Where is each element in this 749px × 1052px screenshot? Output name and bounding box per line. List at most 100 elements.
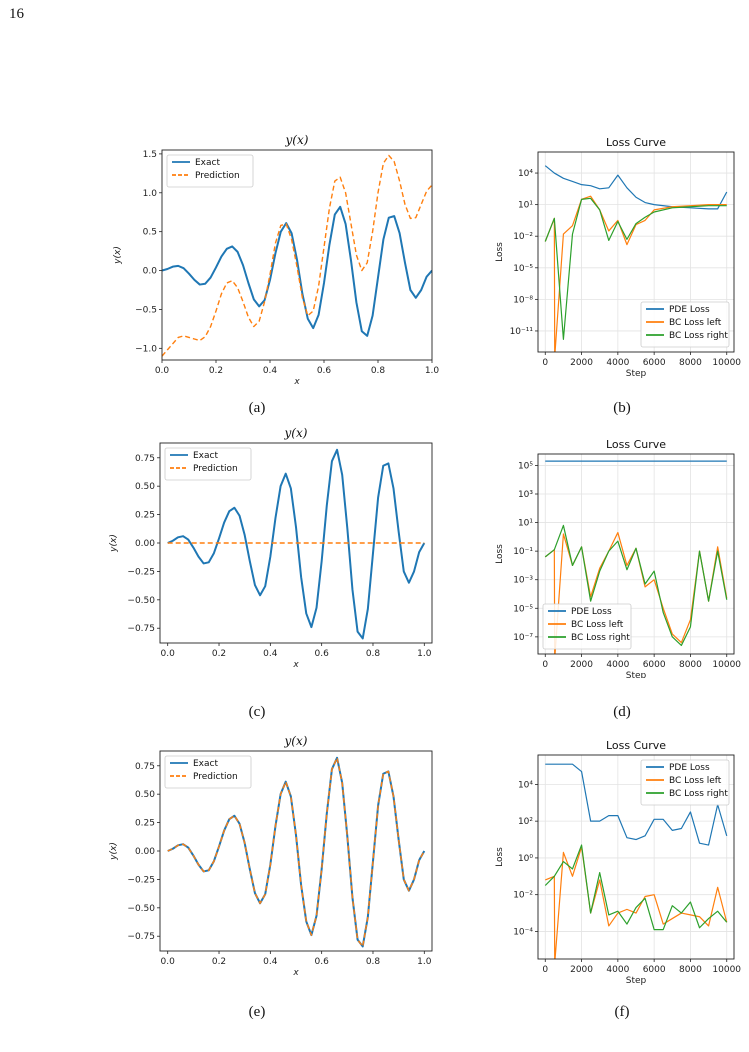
y-axis-label: y(x) (109, 842, 119, 861)
y-tick-label-0: 10⁻¹¹ (510, 327, 534, 337)
caption-f: (f) (614, 1004, 630, 1020)
series-line-2 (544, 197, 727, 340)
x-tick-label-0: 0.0 (161, 649, 176, 659)
x-tick-label-4: 0.8 (366, 649, 381, 659)
legend-box (164, 755, 252, 789)
y-tick-label-4: 10¹ (518, 519, 533, 529)
y-axis-label: Loss (495, 242, 505, 262)
y-tick-label-3: 10⁻² (513, 232, 533, 242)
series-line-0 (544, 165, 728, 210)
plot-frame (537, 754, 735, 960)
x-tick-label-0: 0 (542, 965, 548, 975)
x-axis-label: Step (626, 369, 647, 379)
y-tick-label-3: 0.00 (135, 539, 155, 549)
caption-a: (a) (248, 400, 266, 416)
x-tick-label-0: 0.0 (155, 366, 170, 376)
y-axis-label: Loss (495, 847, 505, 867)
x-tick-label-4: 8000 (679, 358, 702, 368)
series-line-0 (545, 763, 728, 846)
y-tick-label-2: 10⁰ (518, 854, 533, 864)
legend-label-1: Prediction (193, 464, 238, 474)
x-axis-label: x (292, 660, 299, 670)
x-tick-label-1: 2000 (570, 358, 593, 368)
chart-a: 0.0 0.2 0.4 0.6 0.8 1.0 −1.0 −0.5 0.0 0.5 1.0 1.5 y(… (113, 133, 439, 387)
y-tick-label-6: 0.75 (135, 454, 155, 464)
x-tick-label-2: 0.4 (263, 649, 278, 659)
x-tick-label-5: 10000 (712, 358, 741, 368)
legend-label-0: Exact (193, 451, 218, 461)
y-tick-label-1: 10⁻⁸ (513, 295, 533, 305)
y-tick-label-0: −1.0 (135, 344, 157, 354)
y-tick-label-4: 10⁴ (518, 780, 533, 790)
x-tick-label-0: 0 (542, 660, 548, 670)
x-tick-label-0: 0.0 (161, 957, 176, 967)
x-axis-label: x (292, 968, 299, 978)
x-tick-label-5: 1.0 (417, 649, 432, 659)
legend-label-0: Exact (195, 158, 220, 168)
y-axis-label: y(x) (113, 246, 123, 265)
y-axis-label: y(x) (109, 534, 119, 553)
x-tick-label-0: 0 (542, 358, 548, 368)
legend-label-1: BC Loss left (571, 620, 624, 630)
caption-b: (b) (613, 400, 631, 416)
legend-label-2: BC Loss right (669, 789, 728, 799)
legend-label-2: BC Loss right (571, 633, 630, 643)
legend-label-1: Prediction (195, 171, 240, 181)
y-tick-label-1: 10⁻⁵ (513, 604, 533, 614)
y-tick-label-3: 10² (518, 817, 533, 827)
series-line-1 (162, 154, 432, 357)
x-axis-label: Step (626, 671, 647, 678)
legend-box (164, 447, 252, 481)
legend-label-1: BC Loss left (669, 776, 722, 786)
y-tick-label-2: 10⁻⁵ (513, 264, 533, 274)
x-tick-label-5: 10000 (712, 660, 741, 670)
legend-label-0: PDE Loss (669, 305, 710, 315)
y-tick-label-5: 1.5 (143, 150, 157, 160)
y-tick-label-6: 0.75 (135, 762, 155, 772)
plot-frame (537, 453, 735, 655)
y-tick-label-4: 10¹ (518, 201, 533, 211)
x-tick-label-2: 0.4 (263, 366, 278, 376)
y-tick-label-2: −0.25 (127, 567, 155, 577)
chart-title: y(x) (285, 133, 309, 147)
x-tick-label-4: 8000 (679, 660, 702, 670)
x-tick-label-3: 0.6 (314, 957, 329, 967)
y-tick-label-0: 10⁻⁴ (513, 927, 533, 937)
y-tick-label-0: −0.75 (127, 624, 155, 634)
x-tick-label-3: 6000 (643, 965, 666, 975)
x-tick-label-1: 0.2 (209, 366, 223, 376)
chart-title: y(x) (284, 734, 308, 748)
x-tick-label-3: 6000 (643, 358, 666, 368)
chart-f: 0 2000 4000 6000 8000 10000 10⁻⁴ 10⁻² 10⁰ 10² 10⁴ L… (495, 739, 741, 986)
legend-label-1: BC Loss left (669, 318, 722, 328)
chart-title: y(x) (284, 426, 308, 440)
x-tick-label-2: 4000 (606, 358, 629, 368)
legend-label-0: PDE Loss (571, 607, 612, 617)
y-tick-label-4: 0.25 (135, 511, 155, 521)
plot-frame (537, 151, 735, 353)
chart-title: Loss Curve (606, 136, 666, 149)
legend-label-0: Exact (193, 759, 218, 769)
x-tick-label-2: 4000 (606, 965, 629, 975)
y-tick-label-6: 10⁵ (518, 461, 533, 471)
plot-frame (161, 149, 433, 361)
chart-e: 0.0 0.2 0.4 0.6 0.8 1.0 −0.75 −0.50 −0.25 0.00 0.2… (109, 734, 433, 978)
y-tick-label-5: 10³ (518, 490, 533, 500)
series-line-0 (167, 448, 426, 640)
x-tick-label-1: 0.2 (212, 649, 226, 659)
x-tick-label-2: 4000 (606, 660, 629, 670)
y-axis-label: Loss (495, 544, 505, 564)
x-axis-label: Step (626, 976, 647, 986)
legend-box (166, 154, 254, 188)
caption-d: (d) (613, 704, 631, 720)
y-tick-label-3: 10⁻¹ (513, 547, 533, 557)
y-tick-label-5: 0.50 (135, 790, 155, 800)
series-line-0 (162, 205, 432, 337)
series-line-1 (545, 846, 728, 959)
x-tick-label-2: 0.4 (263, 957, 278, 967)
y-tick-label-1: 10⁻² (513, 891, 533, 901)
chart-b: 0 2000 4000 6000 8000 10000 10⁻¹¹ 10⁻⁸ 10⁻⁵ 10⁻² 1… (495, 136, 741, 379)
x-tick-label-4: 0.8 (366, 957, 381, 967)
y-tick-label-5: 10⁴ (518, 169, 533, 179)
x-tick-label-4: 0.8 (371, 366, 386, 376)
